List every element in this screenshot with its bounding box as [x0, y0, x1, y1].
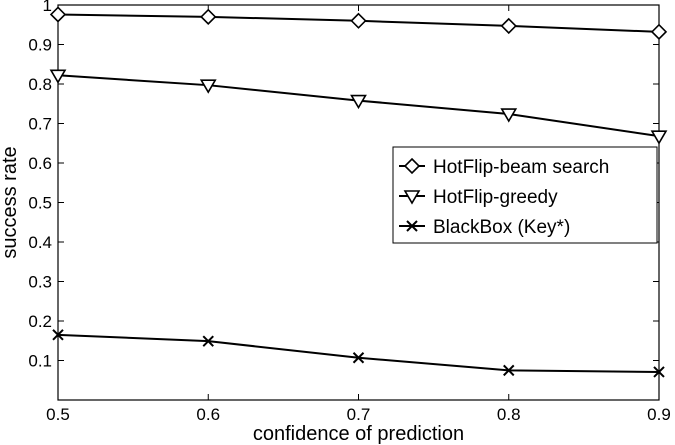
y-tick-label: 0.6: [28, 154, 52, 173]
y-tick-label: 0.4: [28, 233, 52, 252]
y-tick-label: 0.3: [28, 273, 52, 292]
data-point: [350, 94, 367, 110]
data-point: [49, 69, 67, 84]
data-point: [653, 366, 665, 378]
x-tick-label: 0.9: [647, 405, 671, 424]
y-tick-label: 0.8: [28, 75, 52, 94]
y-tick-label: 0.7: [28, 115, 52, 134]
series-2: [52, 329, 665, 378]
tick-labels: 0.5 0.6 0.7 0.8 0.9 0.1 0.2 0.3 0.4 0.5 0.6 0.7 0.8 0…: [28, 0, 670, 424]
y-tick-label: 0.5: [28, 194, 52, 213]
x-tick-label: 0.5: [46, 405, 70, 424]
data-point: [49, 6, 67, 23]
data-point: [503, 364, 515, 377]
data-point: [500, 17, 517, 35]
x-tick-label: 0.7: [347, 405, 371, 424]
legend-marker: [406, 220, 418, 232]
data-point: [650, 130, 668, 145]
x-axis-label: confidence of prediction: [253, 423, 464, 445]
legend-label: HotFlip-beam search: [433, 157, 609, 178]
series-1: [49, 69, 668, 145]
legend-label: BlackBox (Key*): [433, 217, 570, 238]
data-point: [352, 352, 365, 364]
series-group: [49, 6, 668, 378]
y-tick-label: 0.2: [28, 312, 52, 331]
data-point: [500, 108, 518, 123]
data-point: [650, 23, 668, 40]
series-line: [57, 333, 660, 373]
y-tick-label: 0.1: [28, 352, 52, 371]
y-tick-label: 1: [43, 0, 52, 15]
legend-label: HotFlip-greedy: [433, 187, 558, 208]
x-tick-label: 0.6: [196, 405, 220, 424]
series-0: [49, 6, 668, 40]
data-point: [52, 329, 64, 341]
data-point: [350, 12, 367, 29]
y-tick-label: 0.9: [28, 36, 52, 55]
x-tick-label: 0.8: [497, 405, 521, 424]
legend: HotFlip-beam search HotFlip-greedy BlackBo…: [392, 146, 658, 244]
legend-box: [392, 146, 658, 244]
data-point: [200, 8, 217, 25]
legend-marker: [403, 190, 421, 205]
data-point: [199, 79, 217, 94]
data-point: [202, 335, 214, 347]
y-axis-label: success rate: [0, 146, 21, 258]
legend-marker: [403, 157, 421, 175]
